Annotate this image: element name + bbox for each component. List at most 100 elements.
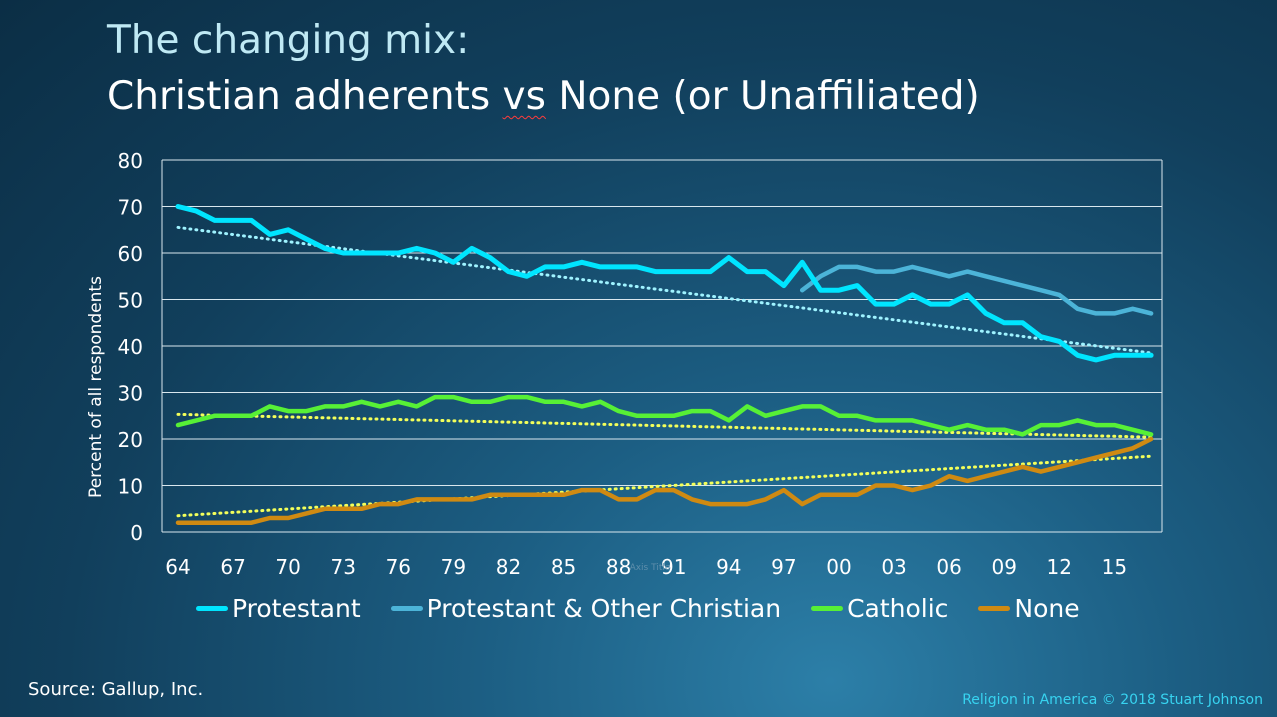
- data-point: [1057, 293, 1061, 297]
- data-point: [874, 484, 878, 488]
- x-tick-label: 03: [881, 555, 906, 579]
- data-point: [415, 497, 419, 501]
- data-point: [543, 400, 547, 404]
- title-part-b: None (or Unaffiliated): [545, 74, 980, 119]
- data-point: [965, 270, 969, 274]
- data-point: [635, 265, 639, 269]
- data-point: [231, 414, 235, 418]
- data-point: [213, 218, 217, 222]
- y-tick-label: 0: [130, 521, 143, 545]
- y-tick-label: 80: [118, 149, 143, 173]
- data-point: [360, 507, 364, 511]
- data-point: [1039, 288, 1043, 292]
- data-point: [470, 497, 474, 501]
- data-point: [323, 507, 327, 511]
- data-point: [910, 293, 914, 297]
- data-point: [543, 493, 547, 497]
- x-tick-label: 09: [991, 555, 1016, 579]
- data-point: [947, 302, 951, 306]
- data-point: [305, 409, 309, 413]
- data-point: [580, 260, 584, 264]
- title-line-1: The changing mix:: [107, 18, 470, 63]
- data-point: [1057, 465, 1061, 469]
- data-point: [819, 404, 823, 408]
- data-point: [268, 404, 272, 408]
- data-point: [396, 400, 400, 404]
- data-point: [745, 270, 749, 274]
- data-point: [396, 502, 400, 506]
- data-point: [708, 409, 712, 413]
- data-point: [910, 418, 914, 422]
- data-point: [323, 404, 327, 408]
- x-tick-labels: 64 67 70 73 76 79 82 85 88 91 94 97 00 03 06 09 12 15: [165, 555, 1127, 579]
- data-point: [286, 516, 290, 520]
- title-part-a: Christian adherents: [107, 74, 503, 119]
- y-tick-labels: 0 10 20 30 40 50 60 70 80: [118, 149, 143, 545]
- data-point: [176, 423, 180, 427]
- trendline-3: [176, 454, 1153, 518]
- legend-swatch-protestant: [196, 606, 228, 611]
- data-point: [984, 274, 988, 278]
- data-point: [855, 493, 859, 497]
- data-point: [965, 423, 969, 427]
- data-point: [1002, 470, 1006, 474]
- data-point: [1131, 353, 1135, 357]
- data-point: [1131, 307, 1135, 311]
- data-point: [855, 284, 859, 288]
- data-point: [470, 400, 474, 404]
- data-point: [451, 260, 455, 264]
- data-point: [525, 493, 529, 497]
- data-point: [782, 284, 786, 288]
- legend-item-protestant-other: Protestant & Other Christian: [390, 594, 782, 623]
- data-point: [837, 265, 841, 269]
- data-point: [1149, 353, 1153, 357]
- data-point: [874, 418, 878, 422]
- data-point: [580, 488, 584, 492]
- data-point: [800, 260, 804, 264]
- data-point: [1112, 451, 1116, 455]
- data-point: [1094, 311, 1098, 315]
- data-point: [874, 302, 878, 306]
- data-point: [415, 246, 419, 250]
- data-point: [1002, 428, 1006, 432]
- x-tick-label: 67: [220, 555, 245, 579]
- data-point: [837, 493, 841, 497]
- data-point: [1057, 423, 1061, 427]
- legend-swatch-catholic: [811, 606, 844, 611]
- data-point: [672, 270, 676, 274]
- data-point: [268, 516, 272, 520]
- data-point: [617, 265, 621, 269]
- data-point: [947, 474, 951, 478]
- data-point: [965, 293, 969, 297]
- x-tick-label: 73: [331, 555, 356, 579]
- data-point: [1021, 284, 1025, 288]
- y-tick-label: 40: [118, 335, 143, 359]
- data-point: [690, 497, 694, 501]
- data-point: [819, 493, 823, 497]
- data-point: [910, 488, 914, 492]
- data-point: [341, 251, 345, 255]
- trendline-0: [176, 225, 1153, 355]
- legend-label-none: None: [1014, 594, 1080, 623]
- data-point: [1002, 279, 1006, 283]
- data-point: [562, 493, 566, 497]
- data-point: [1057, 339, 1061, 343]
- x-tick-label: 94: [716, 555, 741, 579]
- series-line-0: [175, 204, 1154, 363]
- data-point: [249, 414, 253, 418]
- series-line-2: [175, 394, 1154, 437]
- y-axis-label: Percent of all respondents: [86, 276, 106, 498]
- y-tick-label: 10: [118, 475, 143, 499]
- data-point: [855, 265, 859, 269]
- data-point: [451, 395, 455, 399]
- data-point: [800, 502, 804, 506]
- data-point: [1021, 432, 1025, 436]
- data-point: [562, 265, 566, 269]
- data-point: [764, 414, 768, 418]
- legend-swatch-none: [978, 606, 1011, 611]
- data-point: [984, 428, 988, 432]
- data-point: [286, 228, 290, 232]
- data-point: [451, 497, 455, 501]
- legend-label-protestant-other: Protestant & Other Christian: [426, 594, 782, 623]
